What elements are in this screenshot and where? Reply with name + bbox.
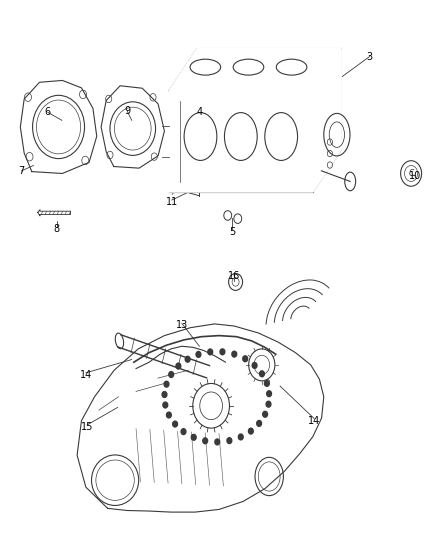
Circle shape [267,391,272,397]
Circle shape [266,401,271,407]
Circle shape [208,349,213,355]
Circle shape [176,363,181,369]
Text: 8: 8 [53,224,60,235]
Circle shape [173,421,177,427]
Text: 3: 3 [367,52,373,61]
Circle shape [166,412,171,418]
Circle shape [203,438,208,444]
Text: 5: 5 [229,227,235,237]
Circle shape [252,362,257,368]
Circle shape [232,351,237,357]
Text: 14: 14 [308,416,320,426]
Text: 10: 10 [410,171,422,181]
Text: 16: 16 [228,271,240,281]
Circle shape [162,392,167,398]
Circle shape [248,428,253,434]
Text: 14: 14 [80,370,92,381]
Text: C: C [408,169,414,178]
Circle shape [185,356,190,362]
Circle shape [265,381,269,386]
Text: 11: 11 [166,197,178,207]
Text: 4: 4 [196,107,202,117]
Circle shape [196,351,201,357]
Text: 6: 6 [45,107,51,117]
Circle shape [257,421,261,426]
Polygon shape [169,49,341,192]
Circle shape [169,372,173,377]
Circle shape [191,434,196,440]
Circle shape [164,381,169,387]
Circle shape [220,349,225,355]
Circle shape [263,411,268,417]
Text: 15: 15 [81,422,93,432]
Circle shape [163,402,168,408]
Circle shape [227,438,232,443]
Text: 9: 9 [124,106,131,116]
Text: 7: 7 [18,166,25,176]
Circle shape [215,439,220,445]
Text: 13: 13 [176,320,188,330]
Circle shape [238,434,243,440]
Circle shape [181,429,186,434]
Circle shape [260,371,265,377]
Circle shape [243,356,247,362]
